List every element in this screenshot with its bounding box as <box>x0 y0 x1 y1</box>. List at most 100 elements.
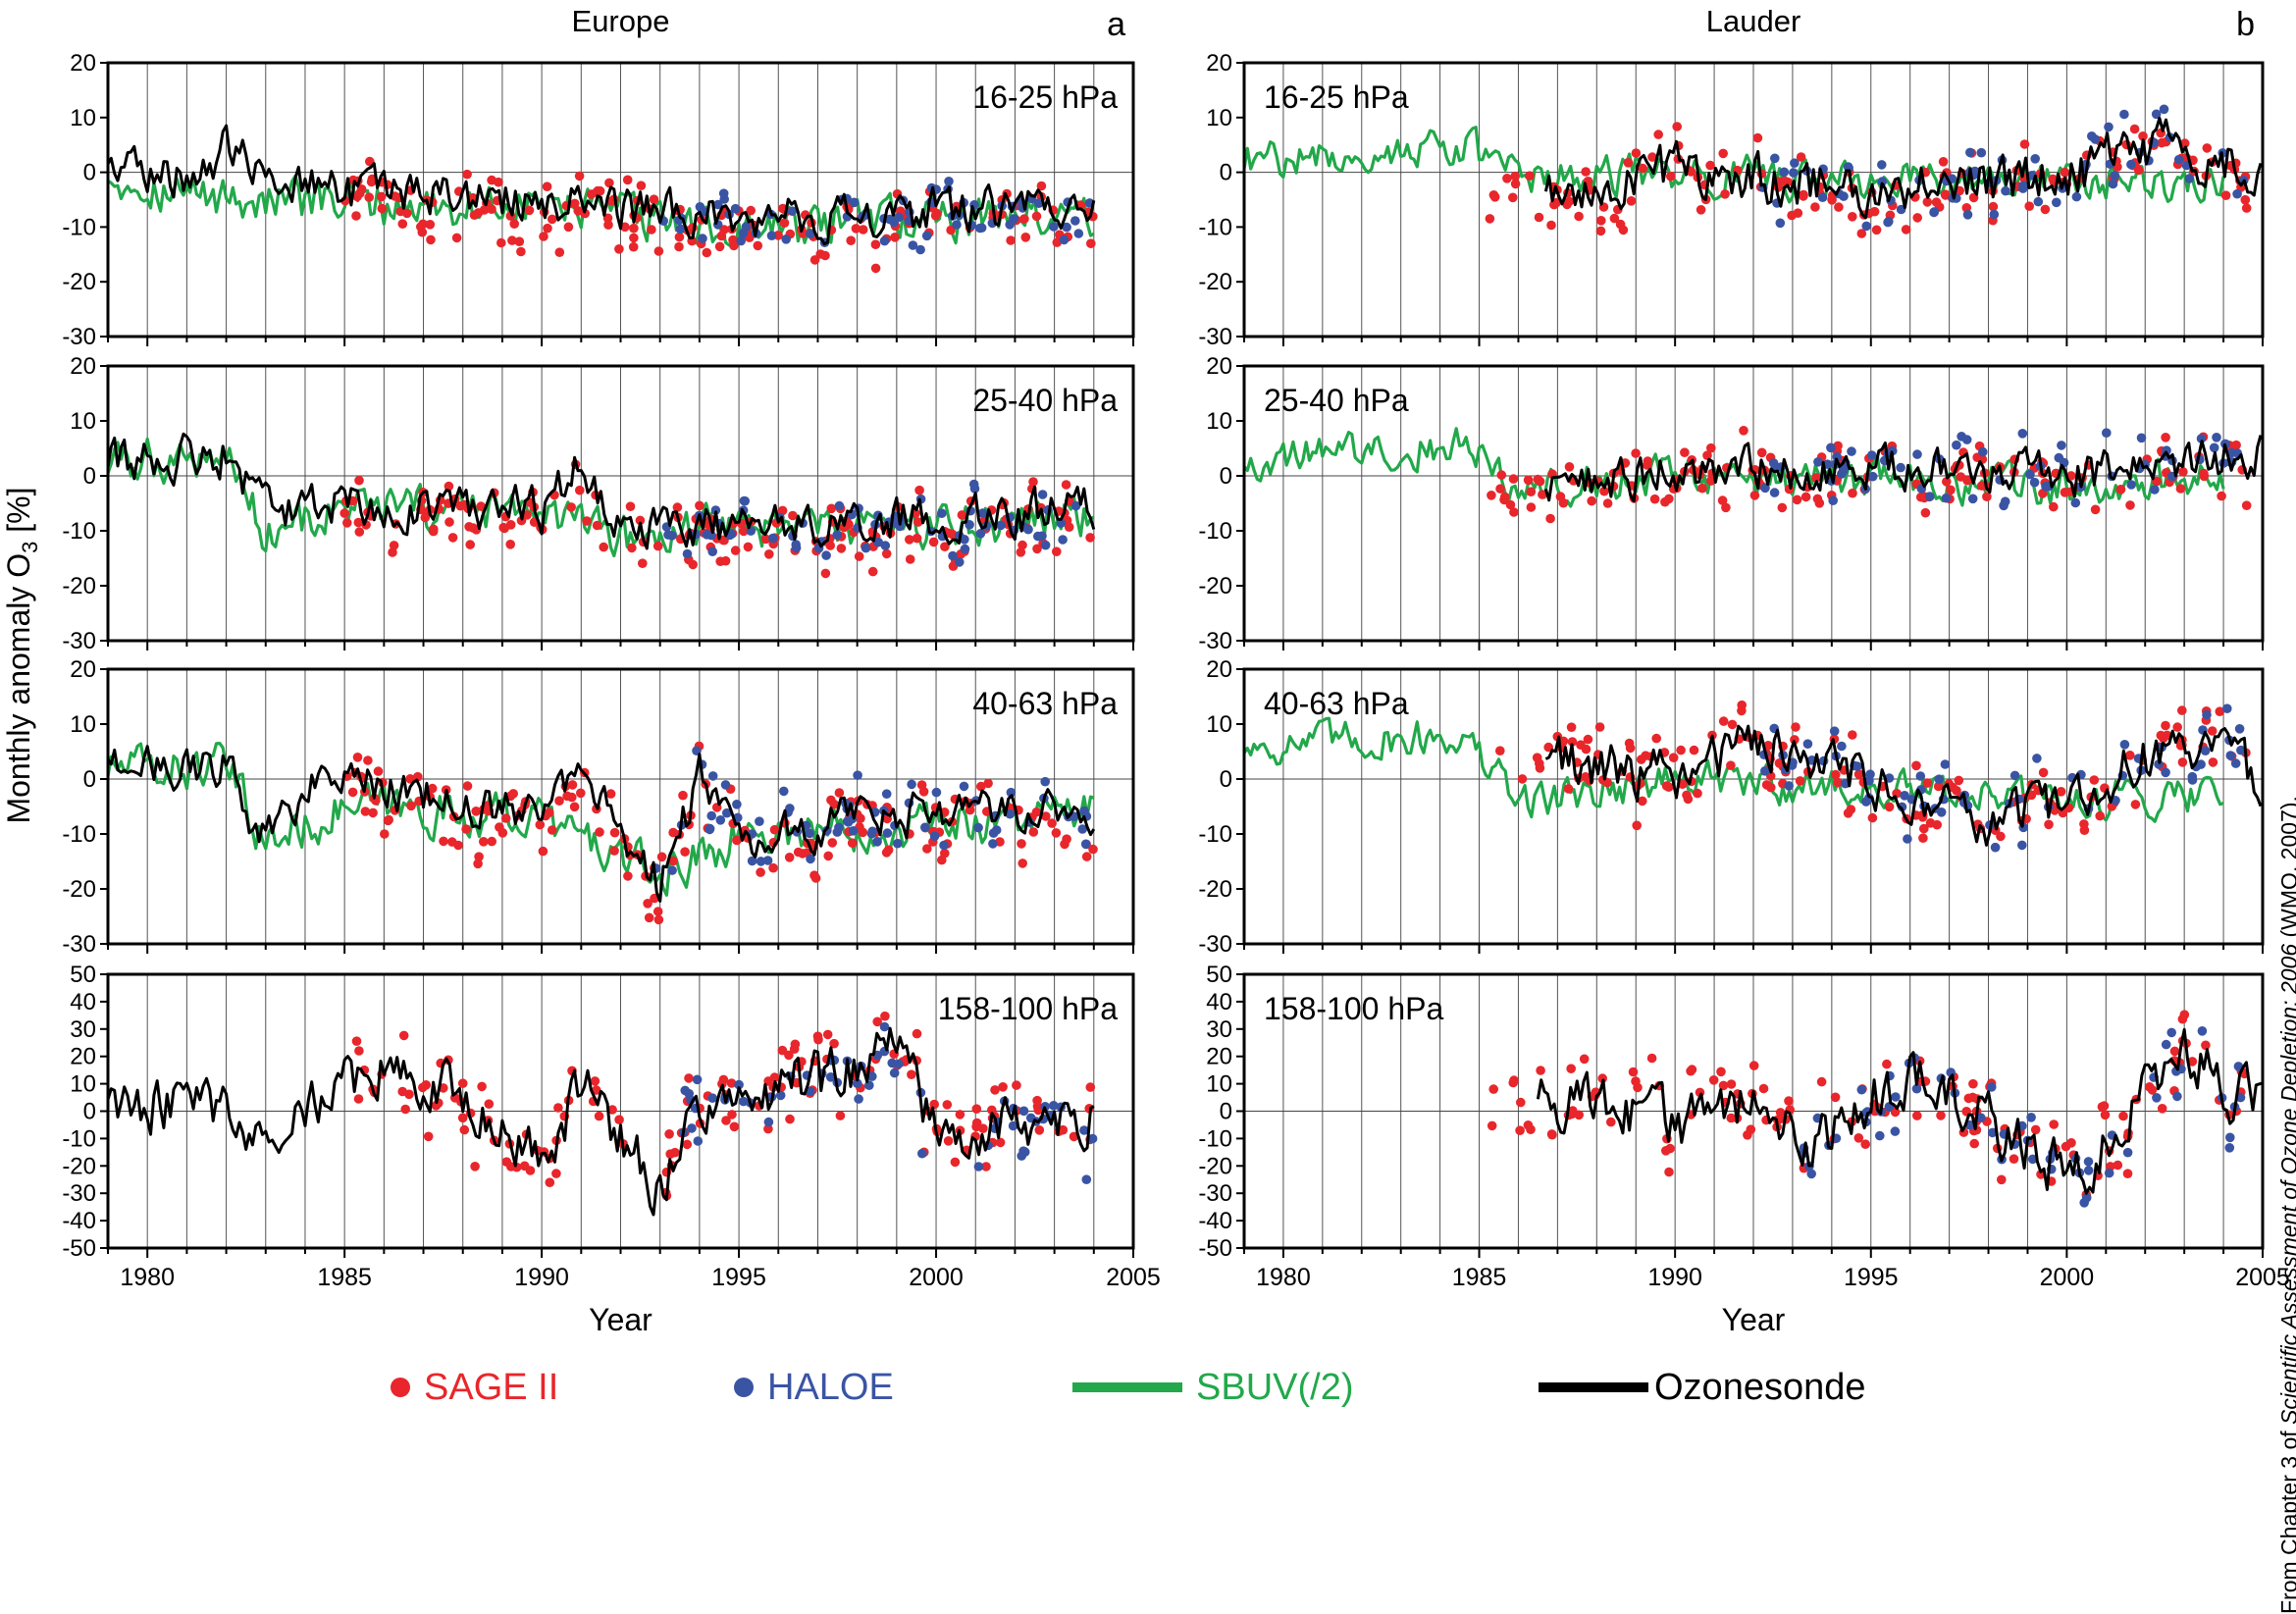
panel-letter-b: b <box>2236 6 2255 43</box>
sage-point <box>476 501 487 511</box>
sbuv-line <box>1244 126 2225 204</box>
haloe-point <box>2017 840 2027 851</box>
sage-point <box>1665 1143 1675 1154</box>
sage-point <box>1796 152 1806 162</box>
sage-point <box>729 1121 740 1132</box>
y-tick-label: -20 <box>1198 876 1232 903</box>
sage-point <box>1946 485 1956 495</box>
sage-point <box>2178 467 2188 477</box>
x-tick-label: 1995 <box>1844 1264 1899 1291</box>
haloe-point <box>1040 540 1051 550</box>
y-tick-label: 30 <box>70 1016 96 1043</box>
sage-point <box>1502 174 1512 183</box>
y-tick-label: -30 <box>1198 628 1232 654</box>
haloe-point <box>952 220 962 230</box>
haloe-point <box>2166 1027 2176 1038</box>
haloe-point <box>1978 446 1988 457</box>
y-tick-label: 20 <box>1206 353 1232 380</box>
haloe-point <box>1802 739 1813 749</box>
sage-point <box>457 1113 468 1123</box>
haloe-point <box>2029 477 2040 488</box>
sage-point <box>1579 1054 1590 1065</box>
haloe-point <box>848 826 859 836</box>
sage-point <box>1567 737 1578 747</box>
legend-haloe-label: HALOE <box>767 1366 894 1408</box>
haloe-point <box>1861 221 1871 232</box>
sage-point <box>714 241 725 252</box>
sage-point <box>940 848 950 859</box>
haloe-point <box>715 815 726 825</box>
sage-point <box>397 219 408 229</box>
sage-point <box>1495 484 1505 495</box>
haloe-point <box>1034 198 1044 208</box>
y-tick-label: 10 <box>1206 105 1232 131</box>
sage-point <box>376 191 387 202</box>
x-tick-label: 1980 <box>1256 1264 1311 1291</box>
sage-point <box>1912 1111 1922 1120</box>
sage-point <box>406 801 416 811</box>
haloe-point <box>2196 759 2206 769</box>
sage-point <box>1834 202 1844 212</box>
haloe-point <box>698 234 707 243</box>
sage-point <box>881 848 892 858</box>
sage-point <box>2207 726 2218 736</box>
sage-point <box>1625 743 1636 754</box>
haloe-point <box>1081 1174 1092 1184</box>
sage-point <box>1799 191 1808 201</box>
sage-point <box>721 1116 731 1125</box>
haloe-point <box>880 541 891 550</box>
haloe-point <box>1911 1083 1922 1094</box>
haloe-point <box>2026 1113 2036 1122</box>
sage-point <box>2040 204 2051 215</box>
sage-point <box>347 787 358 798</box>
sage-point <box>453 840 463 851</box>
sage-point <box>351 1036 362 1046</box>
panel-letter-a: a <box>1107 6 1125 43</box>
sage-point <box>1988 201 1999 212</box>
sage-point <box>922 844 932 854</box>
sage-point <box>1646 1053 1657 1064</box>
y-tick-label: -10 <box>62 1125 96 1152</box>
sage-point <box>1599 486 1609 496</box>
panel-plot-area <box>108 124 1098 274</box>
sage-point <box>1566 1064 1576 1073</box>
sage-point <box>2009 1154 2019 1164</box>
haloe-point <box>2009 770 2020 781</box>
sage-point <box>1830 1092 1841 1103</box>
sage-point <box>1064 522 1074 532</box>
haloe-point <box>973 1162 984 1171</box>
sage-point <box>652 541 663 551</box>
haloe-point <box>763 1117 774 1127</box>
sage-point <box>1922 778 1933 788</box>
sage-point <box>599 542 608 552</box>
haloe-point <box>2212 433 2221 443</box>
sage-point <box>575 485 585 495</box>
sage-point <box>753 240 763 251</box>
sage-point <box>447 533 458 543</box>
sage-point <box>427 783 438 794</box>
sage-point <box>1860 1139 1870 1149</box>
haloe-point <box>2027 1154 2038 1165</box>
haloe-point <box>1009 214 1019 224</box>
sage-point <box>793 847 804 858</box>
sage-point <box>2202 143 2213 153</box>
sage-point <box>2241 500 2252 510</box>
sage-point <box>2179 1010 2190 1019</box>
sage-point <box>674 232 685 242</box>
sage-point <box>465 540 476 549</box>
sage-point <box>538 846 548 857</box>
y-tick-label: 50 <box>1206 962 1232 988</box>
sage-point <box>1596 216 1606 226</box>
sbuv-line <box>1244 716 2224 823</box>
sage-point <box>351 211 361 221</box>
haloe-point <box>849 197 860 208</box>
haloe-point <box>894 212 904 223</box>
sage-point <box>1574 211 1584 222</box>
sage-point <box>1706 443 1716 453</box>
haloe-point <box>1005 808 1016 819</box>
sage-point <box>1727 719 1738 730</box>
sage-point <box>1811 473 1821 483</box>
haloe-point <box>667 865 677 875</box>
sage-point <box>595 185 605 196</box>
haloe-point <box>732 800 742 809</box>
